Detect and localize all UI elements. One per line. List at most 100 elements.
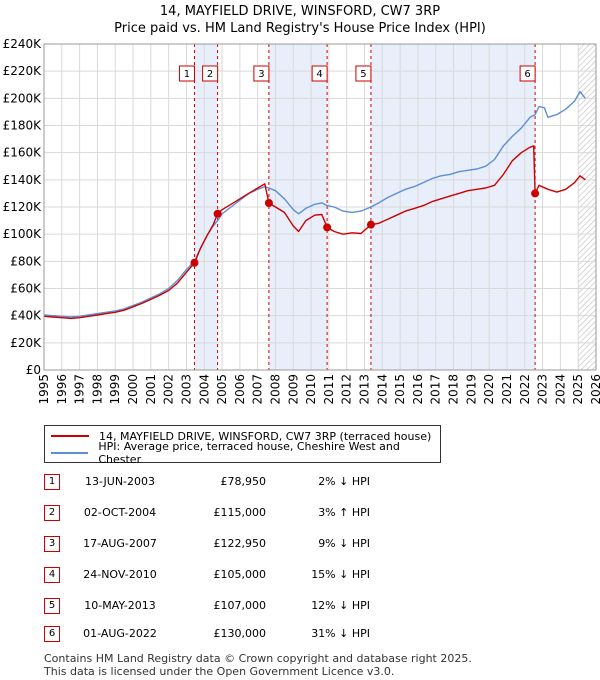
sale-price: £115,000 <box>213 506 267 519</box>
chart-title: 14, MAYFIELD DRIVE, WINSFORD, CW7 3RP Pr… <box>0 3 600 37</box>
x-tick-label: 2013 <box>358 374 372 405</box>
x-tick-label: 2000 <box>126 374 140 405</box>
sale-point <box>213 209 222 218</box>
x-tick-label: 2010 <box>304 374 318 405</box>
sale-label-box <box>178 65 195 82</box>
x-tick-label: 2006 <box>233 374 247 405</box>
x-tick-label: 2004 <box>197 374 211 405</box>
y-tick-label: £0 <box>26 363 41 377</box>
y-tick-label: £100K <box>3 227 43 241</box>
footer-copyright: Contains HM Land Registry data © Crown c… <box>44 652 472 665</box>
sale-point <box>264 198 273 207</box>
sale-number-badge: 4 <box>44 567 60 583</box>
sale-point <box>531 189 540 198</box>
sale-label-box <box>311 65 328 82</box>
y-tick-label: £40K <box>10 309 42 323</box>
sale-row: 1 13-JUN-2003 £78,950 2% ↓ HPI <box>0 474 600 494</box>
sale-row: 5 10-MAY-2013 £107,000 12% ↓ HPI <box>0 598 600 618</box>
x-tick-label: 2009 <box>286 374 300 405</box>
sale-label-number: 4 <box>316 69 322 80</box>
sale-date: 10-MAY-2013 <box>84 599 156 612</box>
legend-label-hpi: HPI: Average price, terraced house, Ches… <box>98 440 400 466</box>
sale-label-number: 3 <box>258 69 264 80</box>
legend-swatch-red <box>51 435 89 437</box>
sale-price: £78,950 <box>220 475 267 488</box>
x-tick-label: 2002 <box>162 374 176 405</box>
x-tick-label: 2011 <box>322 374 336 405</box>
y-tick-label: £140K <box>3 173 43 187</box>
sale-number-badge: 1 <box>44 474 60 490</box>
property-series-line <box>43 145 586 320</box>
x-tick-label: 2020 <box>482 374 496 405</box>
chart-legend: 14, MAYFIELD DRIVE, WINSFORD, CW7 3RP (t… <box>44 425 441 466</box>
x-tick-label: 2019 <box>464 374 478 405</box>
sale-point <box>366 220 375 229</box>
sale-price: £122,950 <box>213 537 267 550</box>
sale-row: 6 01-AUG-2022 £130,000 31% ↓ HPI <box>0 626 600 646</box>
x-tick-label: 2005 <box>215 374 229 405</box>
y-tick-label: £60K <box>10 282 42 296</box>
sale-hpi-diff: 15% ↓ HPI <box>311 568 370 581</box>
sale-hpi-diff: 2% ↓ HPI <box>318 475 370 488</box>
plot-border <box>43 43 597 371</box>
chart-title-line1: 14, MAYFIELD DRIVE, WINSFORD, CW7 3RP <box>159 4 441 19</box>
sale-hpi-diff: 31% ↓ HPI <box>311 627 370 640</box>
x-tick-label: 2014 <box>375 374 389 405</box>
x-tick-label: 2017 <box>429 374 443 405</box>
sale-row: 3 17-AUG-2007 £122,950 9% ↓ HPI <box>0 536 600 556</box>
x-tick-label: 2007 <box>251 374 265 405</box>
x-tick-label: 1996 <box>55 374 69 405</box>
chart-title-line2: Price paid vs. HM Land Registry's House … <box>114 21 486 36</box>
y-tick-label: £200K <box>3 91 43 105</box>
x-tick-label: 2003 <box>179 374 193 405</box>
price-chart: 1 2 3 4 5 6 £0 £20K £40K £60K £80K £100K £120K £140K £… <box>3 37 600 405</box>
hpi-series-line <box>43 90 586 318</box>
sale-point <box>190 258 199 267</box>
x-tick-label: 1995 <box>37 374 51 405</box>
x-tick-label: 1997 <box>73 374 87 405</box>
x-tick-label: 2026 <box>589 374 600 405</box>
legend-swatch-blue <box>51 452 89 454</box>
sale-label-number: 2 <box>207 69 213 80</box>
x-tick-label: 1999 <box>108 374 122 405</box>
x-tick-label: 2018 <box>447 374 461 405</box>
x-tick-label: 2022 <box>518 374 532 405</box>
sale-label-box <box>202 65 219 82</box>
sale-date: 13-JUN-2003 <box>84 475 156 488</box>
x-tick-label: 2001 <box>144 374 158 405</box>
sale-row: 4 24-NOV-2010 £105,000 15% ↓ HPI <box>0 567 600 587</box>
x-tick-label: 2024 <box>553 374 567 405</box>
sale-label-box <box>519 65 536 82</box>
sale-hpi-diff: 12% ↓ HPI <box>311 599 370 612</box>
footer-licence: This data is licensed under the Open Gov… <box>44 665 395 678</box>
x-tick-label: 2021 <box>500 374 514 405</box>
x-tick-label: 2023 <box>536 374 550 405</box>
sale-label-number: 1 <box>184 69 190 80</box>
sale-price: £105,000 <box>213 568 267 581</box>
legend-item-property: 14, MAYFIELD DRIVE, WINSFORD, CW7 3RP (t… <box>51 428 431 444</box>
sale-hpi-diff: 3% ↑ HPI <box>318 506 370 519</box>
sale-number-badge: 2 <box>44 505 60 521</box>
x-tick-label: 1998 <box>90 374 104 405</box>
x-tick-label: 2008 <box>268 374 282 405</box>
sale-date: 17-AUG-2007 <box>83 537 157 550</box>
y-tick-label: £160K <box>3 146 43 160</box>
sale-number-badge: 3 <box>44 536 60 552</box>
y-tick-label: £120K <box>3 200 43 214</box>
sale-label-number: 5 <box>360 69 366 80</box>
sale-date: 02-OCT-2004 <box>83 506 157 519</box>
sale-date: 01-AUG-2022 <box>83 627 157 640</box>
sale-number-badge: 5 <box>44 598 60 614</box>
y-tick-label: £240K <box>3 37 43 51</box>
sale-point <box>323 223 332 232</box>
y-tick-label: £20K <box>10 336 42 350</box>
y-tick-label: £180K <box>3 119 43 133</box>
legend-item-hpi: HPI: Average price, terraced house, Ches… <box>51 440 440 466</box>
x-tick-label: 2025 <box>571 374 585 405</box>
sale-hpi-diff: 9% ↓ HPI <box>318 537 370 550</box>
sale-price: £107,000 <box>213 599 267 612</box>
y-tick-label: £80K <box>10 254 42 268</box>
sale-price: £130,000 <box>213 627 267 640</box>
sale-date: 24-NOV-2010 <box>83 568 157 581</box>
sale-label-number: 6 <box>524 69 530 80</box>
